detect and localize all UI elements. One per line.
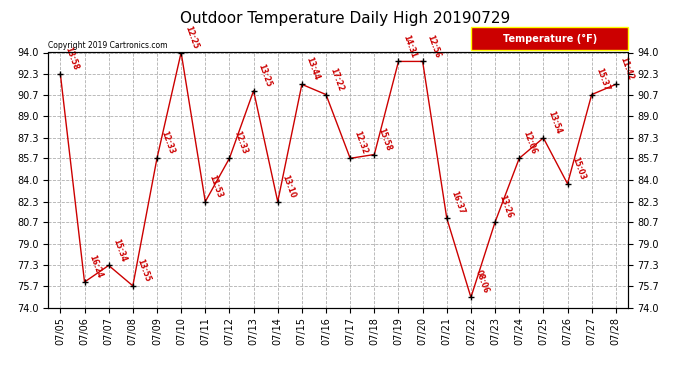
Text: 12:06: 12:06 [522,130,538,156]
Text: 08:06: 08:06 [473,269,490,295]
Text: 12:33: 12:33 [232,130,248,156]
Text: Outdoor Temperature Daily High 20190729: Outdoor Temperature Daily High 20190729 [180,11,510,26]
Text: 11:42: 11:42 [618,56,635,82]
Text: 15:03: 15:03 [570,156,586,181]
Text: 13:44: 13:44 [304,56,321,82]
Text: 12:25: 12:25 [184,24,200,50]
Text: 14:31: 14:31 [401,33,417,59]
Text: 12:32: 12:32 [353,130,369,156]
Text: 12:33: 12:33 [159,130,176,156]
Text: 15:37: 15:37 [594,66,611,92]
Text: 11:53: 11:53 [208,174,224,199]
FancyBboxPatch shape [471,27,628,50]
Text: Copyright 2019 Cartronics.com: Copyright 2019 Cartronics.com [48,41,168,50]
Text: 13:10: 13:10 [280,173,297,199]
Text: 17:22: 17:22 [328,66,345,92]
Text: 16:37: 16:37 [449,190,466,216]
Text: 13:54: 13:54 [546,110,562,135]
Text: Temperature (°F): Temperature (°F) [502,33,597,44]
Text: 15:58: 15:58 [377,126,393,152]
Text: 13:58: 13:58 [63,46,79,72]
Text: 16:24: 16:24 [87,254,104,279]
Text: 13:55: 13:55 [135,258,152,283]
Text: 15:34: 15:34 [111,237,128,263]
Text: 13:26: 13:26 [497,194,514,219]
Text: 12:56: 12:56 [425,33,442,59]
Text: 13:25: 13:25 [256,63,273,88]
